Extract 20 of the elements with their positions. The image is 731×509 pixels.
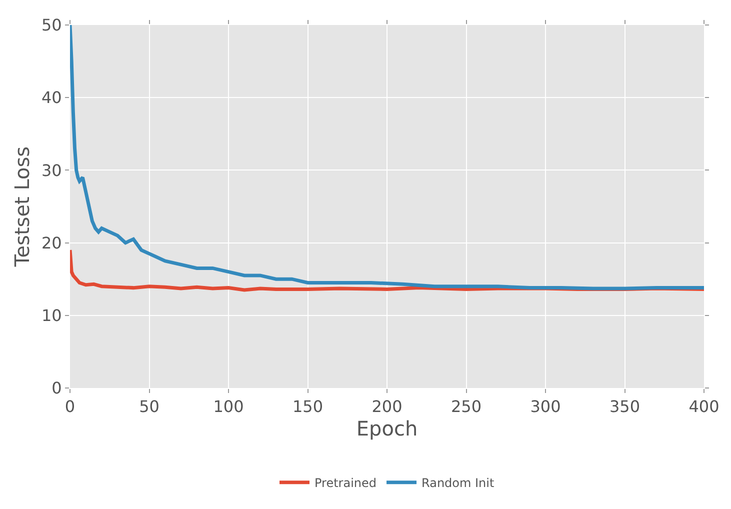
x-tick-label: 350 [609, 397, 640, 416]
y-tick-label: 0 [52, 378, 62, 398]
x-tick-label: 250 [450, 397, 482, 416]
x-tick-label: 300 [530, 397, 561, 416]
x-axis-title: Epoch [356, 416, 418, 441]
line-series [70, 25, 704, 290]
y-tick-label: 10 [41, 306, 62, 325]
y-tick-label: 30 [41, 160, 62, 180]
legend-label: Pretrained [314, 476, 377, 490]
y-axis-title: Testset Loss [10, 146, 34, 268]
x-tick-label: 100 [213, 397, 244, 416]
y-tick-label: 40 [41, 88, 62, 108]
legend-label: Random Init [422, 476, 494, 490]
y-tick-label: 20 [41, 233, 62, 252]
x-tick-label: 200 [372, 397, 402, 416]
x-tick-label: 0 [64, 397, 76, 416]
x-tick-label: 400 [688, 397, 720, 416]
x-tick-label: 50 [139, 397, 160, 416]
y-tick-label: 50 [41, 16, 62, 35]
x-tick-label: 150 [292, 397, 324, 416]
